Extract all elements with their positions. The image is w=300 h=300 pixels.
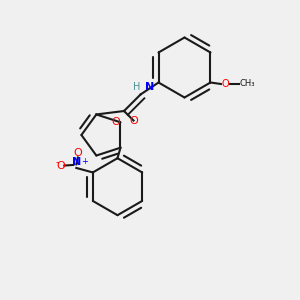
Text: H: H [133, 82, 140, 92]
Text: O: O [129, 116, 138, 125]
Text: O: O [221, 79, 229, 89]
Text: N: N [145, 82, 154, 92]
Text: +: + [81, 157, 88, 166]
Text: O: O [74, 148, 82, 158]
Text: -: - [56, 157, 59, 166]
Text: CH₃: CH₃ [239, 80, 255, 88]
Text: O: O [112, 117, 120, 127]
Text: O: O [56, 160, 65, 170]
Text: N: N [72, 157, 81, 167]
